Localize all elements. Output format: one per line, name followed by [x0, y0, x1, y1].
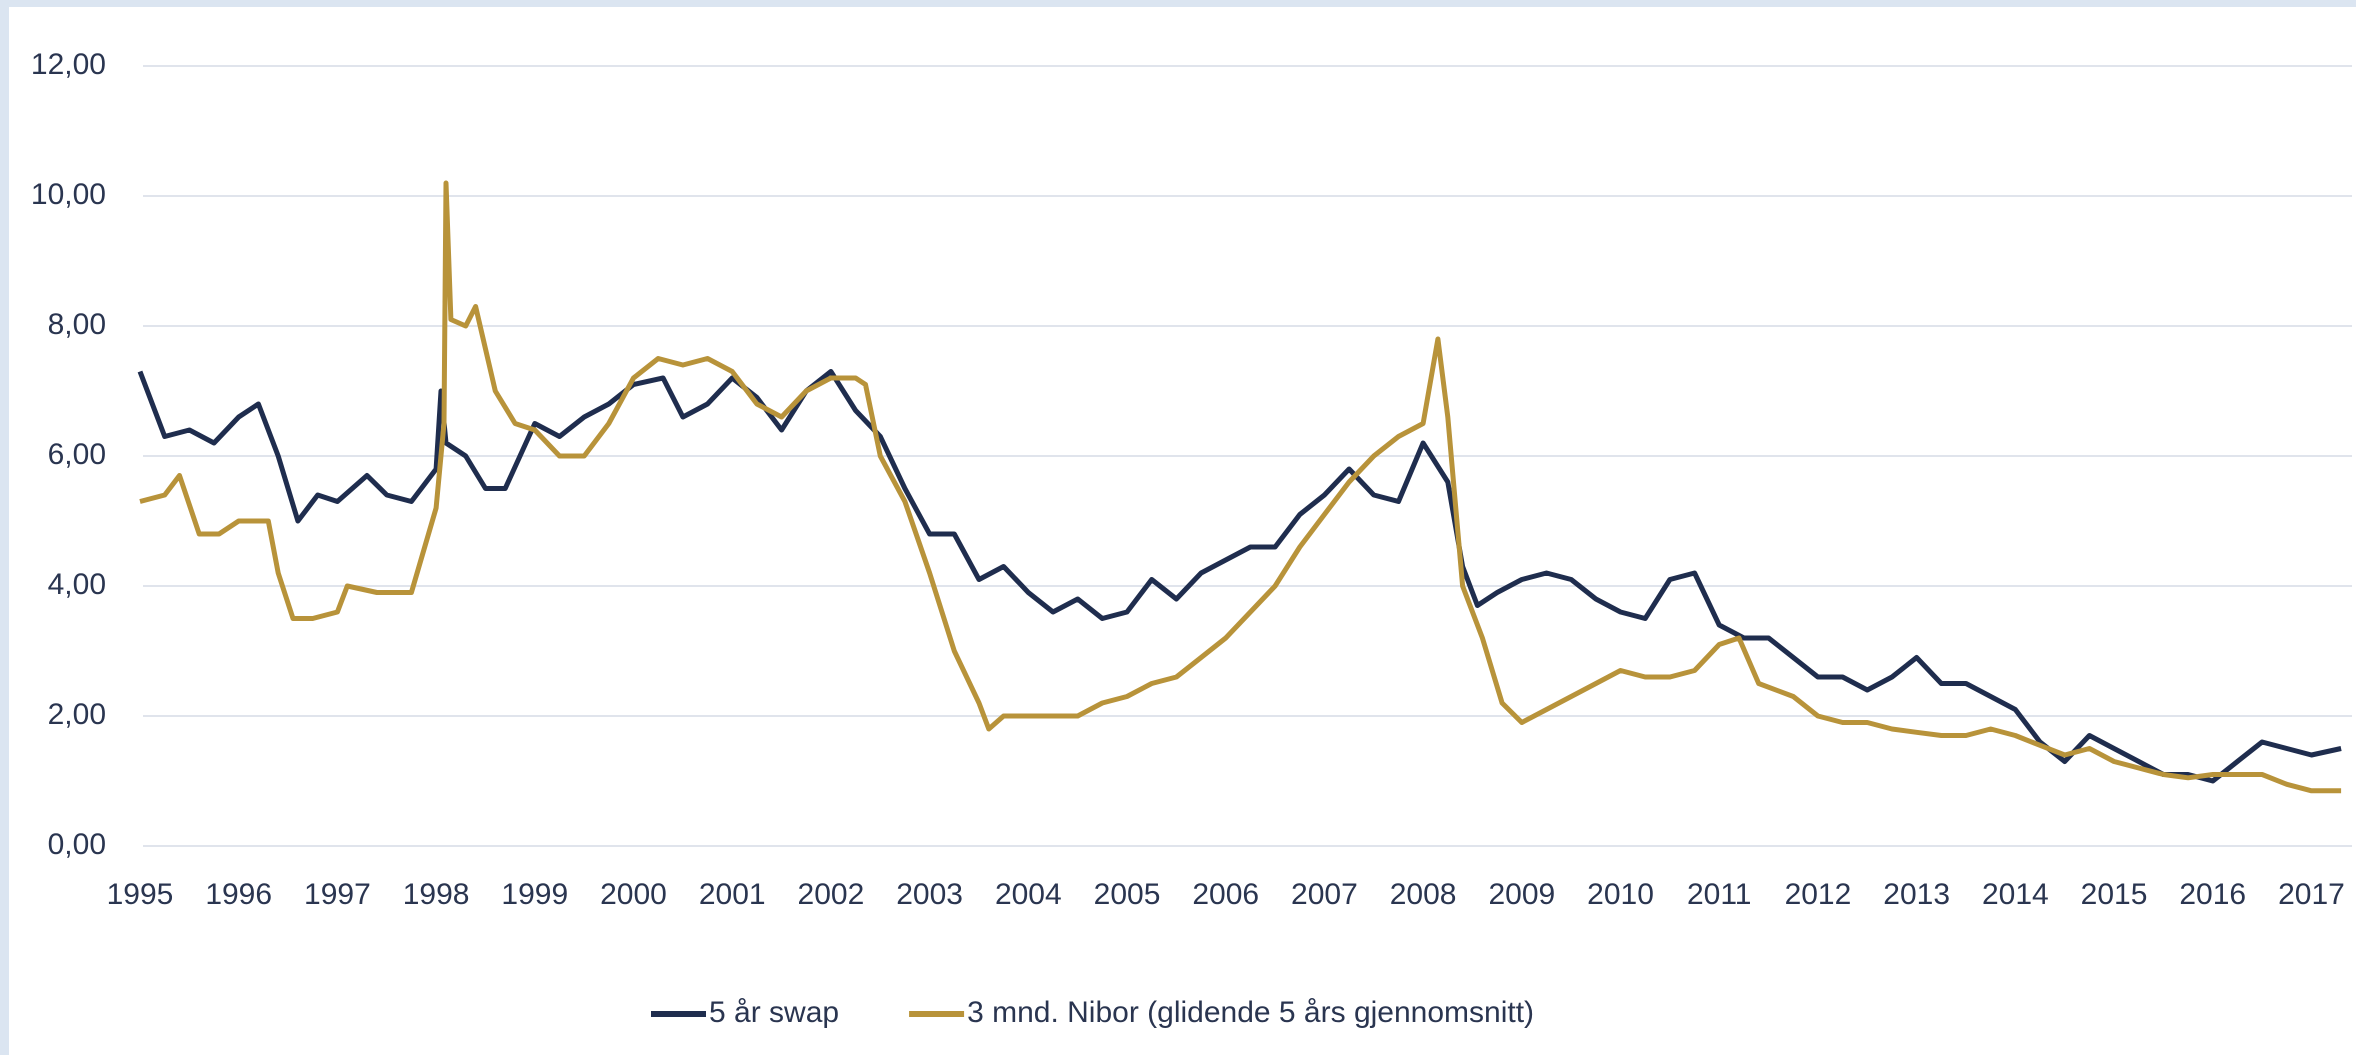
x-tick-label: 2013 — [1883, 878, 1950, 911]
x-tick-label: 2008 — [1390, 878, 1457, 911]
y-tick-label: 4,00 — [48, 568, 106, 601]
y-tick-label: 10,00 — [31, 178, 106, 211]
x-tick-label: 1995 — [107, 878, 174, 911]
x-tick-label: 1998 — [403, 878, 470, 911]
x-tick-label: 1997 — [304, 878, 371, 911]
legend-label: 5 år swap — [709, 996, 839, 1029]
x-tick-label: 2016 — [2179, 878, 2246, 911]
x-tick-label: 2000 — [600, 878, 667, 911]
x-tick-label: 2012 — [1785, 878, 1852, 911]
y-tick-label: 6,00 — [48, 438, 106, 471]
series-line — [137, 369, 2342, 784]
x-tick-label: 2010 — [1587, 878, 1654, 911]
x-tick-label: 2006 — [1192, 878, 1259, 911]
x-tick-label: 1996 — [205, 878, 272, 911]
x-tick-label: 2007 — [1291, 878, 1358, 911]
top-border — [0, 0, 2356, 7]
x-tick-label: 2017 — [2278, 878, 2345, 911]
x-tick-label: 2003 — [896, 878, 963, 911]
x-tick-label: 2009 — [1488, 878, 1555, 911]
x-tick-label: 2014 — [1982, 878, 2049, 911]
x-tick-label: 2011 — [1687, 878, 1752, 911]
left-border — [0, 0, 9, 1055]
x-tick-label: 2001 — [699, 878, 766, 911]
x-tick-label: 2015 — [2081, 878, 2148, 911]
y-tick-label: 0,00 — [48, 828, 106, 861]
x-tick-label: 2004 — [995, 878, 1062, 911]
x-tick-label: 2005 — [1094, 878, 1161, 911]
y-tick-label: 12,00 — [31, 48, 106, 81]
series-line — [139, 180, 2342, 794]
x-tick-label: 2002 — [798, 878, 865, 911]
legend-label: 3 mnd. Nibor (glidende 5 års gjennomsnit… — [967, 996, 1534, 1029]
x-tick-label: 1999 — [501, 878, 568, 911]
y-tick-label: 8,00 — [48, 308, 106, 341]
y-tick-label: 2,00 — [48, 698, 106, 731]
